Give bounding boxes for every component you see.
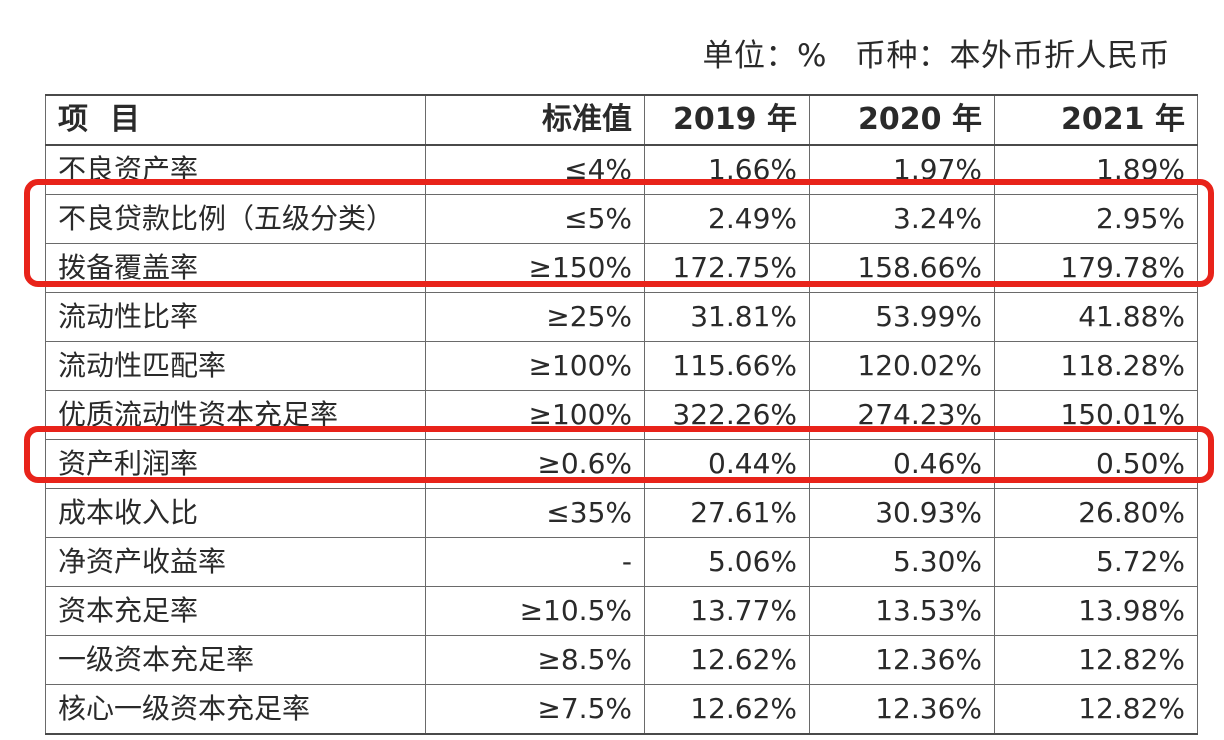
table-row: 不良资产率 ≤4% 1.66% 1.97% 1.89% xyxy=(45,144,1198,195)
metric-2021: 150.01% xyxy=(994,390,1198,440)
metric-2020: 12.36% xyxy=(809,635,995,685)
metric-2020: 12.36% xyxy=(809,684,995,735)
metric-2019: 5.06% xyxy=(644,537,810,587)
header-2019: 2019 年 xyxy=(644,94,810,146)
metric-standard: ≥8.5% xyxy=(425,635,645,685)
metric-name: 不良资产率 xyxy=(45,144,426,195)
metric-2019: 322.26% xyxy=(644,390,810,440)
metric-2019: 12.62% xyxy=(644,635,810,685)
metric-standard: ≥100% xyxy=(425,390,645,440)
table-row: 一级资本充足率 ≥8.5% 12.62% 12.36% 12.82% xyxy=(45,635,1198,685)
table-row: 资本充足率 ≥10.5% 13.77% 13.53% 13.98% xyxy=(45,586,1198,636)
table-row: 成本收入比 ≤35% 27.61% 30.93% 26.80% xyxy=(45,488,1198,538)
table-header-row: 项目 标准值 2019 年 2020 年 2021 年 xyxy=(45,94,1198,146)
metric-standard: ≥25% xyxy=(425,292,645,342)
metric-name: 拨备覆盖率 xyxy=(45,243,426,293)
metric-2020: 120.02% xyxy=(809,341,995,391)
metric-2021: 2.95% xyxy=(994,194,1198,244)
metric-2020: 0.46% xyxy=(809,439,995,489)
metric-2019: 31.81% xyxy=(644,292,810,342)
metric-name: 优质流动性资本充足率 xyxy=(45,390,426,440)
metric-2019: 12.62% xyxy=(644,684,810,735)
metric-2021: 12.82% xyxy=(994,684,1198,735)
metric-2019: 2.49% xyxy=(644,194,810,244)
metric-2021: 13.98% xyxy=(994,586,1198,636)
metric-standard: ≥0.6% xyxy=(425,439,645,489)
metric-name: 一级资本充足率 xyxy=(45,635,426,685)
header-item: 项目 xyxy=(45,94,426,146)
table-row: 流动性匹配率 ≥100% 115.66% 120.02% 118.28% xyxy=(45,341,1198,391)
metric-2020: 53.99% xyxy=(809,292,995,342)
metric-standard: ≥10.5% xyxy=(425,586,645,636)
metric-2019: 1.66% xyxy=(644,144,810,195)
metric-2021: 118.28% xyxy=(994,341,1198,391)
header-2021: 2021 年 xyxy=(994,94,1198,146)
metric-2020: 30.93% xyxy=(809,488,995,538)
table-row: 不良贷款比例（五级分类） ≤5% 2.49% 3.24% 2.95% xyxy=(45,194,1198,244)
table-row: 资产利润率 ≥0.6% 0.44% 0.46% 0.50% xyxy=(45,439,1198,489)
unit-currency-note: 单位：% 币种：本外币折人民币 xyxy=(703,30,1170,75)
metric-name: 核心一级资本充足率 xyxy=(45,684,426,735)
metric-2021: 12.82% xyxy=(994,635,1198,685)
metric-standard: ≤4% xyxy=(425,144,645,195)
metric-2021: 0.50% xyxy=(994,439,1198,489)
metric-2019: 27.61% xyxy=(644,488,810,538)
table-row: 净资产收益率 - 5.06% 5.30% 5.72% xyxy=(45,537,1198,587)
table-row: 优质流动性资本充足率 ≥100% 322.26% 274.23% 150.01% xyxy=(45,390,1198,440)
metric-2019: 172.75% xyxy=(644,243,810,293)
metric-name: 资本充足率 xyxy=(45,586,426,636)
metric-2019: 115.66% xyxy=(644,341,810,391)
metric-2021: 179.78% xyxy=(994,243,1198,293)
currency-label: 币种：本外币折人民币 xyxy=(855,38,1170,74)
metric-standard: ≤5% xyxy=(425,194,645,244)
metric-standard: - xyxy=(425,537,645,587)
metric-2020: 13.53% xyxy=(809,586,995,636)
metric-2020: 1.97% xyxy=(809,144,995,195)
metric-standard: ≥7.5% xyxy=(425,684,645,735)
table-row: 流动性比率 ≥25% 31.81% 53.99% 41.88% xyxy=(45,292,1198,342)
metric-standard: ≥150% xyxy=(425,243,645,293)
metric-2019: 13.77% xyxy=(644,586,810,636)
metric-2020: 158.66% xyxy=(809,243,995,293)
table-row: 拨备覆盖率 ≥150% 172.75% 158.66% 179.78% xyxy=(45,243,1198,293)
metric-name: 不良贷款比例（五级分类） xyxy=(45,194,426,244)
metric-name: 成本收入比 xyxy=(45,488,426,538)
metric-standard: ≥100% xyxy=(425,341,645,391)
metric-name: 流动性匹配率 xyxy=(45,341,426,391)
header-standard: 标准值 xyxy=(425,94,645,146)
header-2020: 2020 年 xyxy=(809,94,995,146)
metric-name: 净资产收益率 xyxy=(45,537,426,587)
metric-name: 资产利润率 xyxy=(45,439,426,489)
financial-metrics-table: 项目 标准值 2019 年 2020 年 2021 年 不良资产率 ≤4% 1.… xyxy=(45,94,1198,735)
metric-2021: 26.80% xyxy=(994,488,1198,538)
metric-2020: 3.24% xyxy=(809,194,995,244)
metric-standard: ≤35% xyxy=(425,488,645,538)
metric-2021: 5.72% xyxy=(994,537,1198,587)
metric-2021: 41.88% xyxy=(994,292,1198,342)
table-row: 核心一级资本充足率 ≥7.5% 12.62% 12.36% 12.82% xyxy=(45,684,1198,735)
metric-2020: 274.23% xyxy=(809,390,995,440)
unit-label: 单位：% xyxy=(702,38,827,74)
metric-2019: 0.44% xyxy=(644,439,810,489)
metric-2020: 5.30% xyxy=(809,537,995,587)
metric-2021: 1.89% xyxy=(994,144,1198,195)
metric-name: 流动性比率 xyxy=(45,292,426,342)
